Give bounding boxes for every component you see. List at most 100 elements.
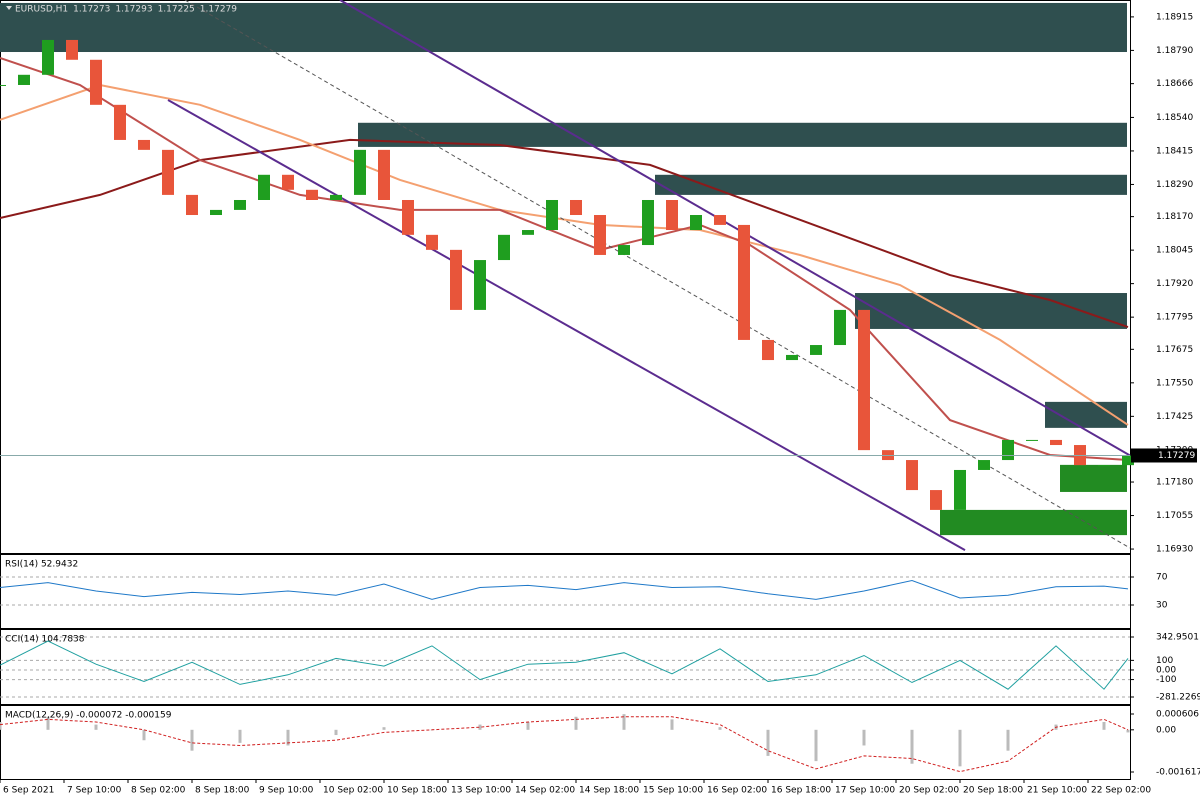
candle bbox=[474, 260, 486, 310]
macd-bar bbox=[286, 729, 290, 746]
panel-frame bbox=[0, 554, 1131, 629]
candle bbox=[186, 194, 198, 216]
candle bbox=[330, 194, 342, 200]
x-tick-label: 20 Sep 02:00 bbox=[899, 786, 959, 796]
candle bbox=[1098, 465, 1110, 467]
y-tick-label: 1.18915 bbox=[1156, 12, 1193, 22]
indicator-title: RSI(14) 52.9432 bbox=[5, 560, 78, 570]
y-tick-label: 1.16930 bbox=[1156, 545, 1193, 555]
macd-bar bbox=[526, 721, 530, 730]
y-tick-label: 1.17180 bbox=[1156, 478, 1193, 488]
y-tick-label: 70 bbox=[1156, 573, 1168, 583]
candle bbox=[426, 234, 438, 250]
macd-bar bbox=[910, 729, 914, 764]
y-tick-label: 1.18540 bbox=[1156, 113, 1193, 123]
current-price-box bbox=[1131, 448, 1197, 463]
zone bbox=[1060, 464, 1127, 492]
macd-bar bbox=[1102, 721, 1106, 730]
header-low: 1.17225 bbox=[158, 5, 195, 15]
candle bbox=[378, 149, 390, 200]
trend-line bbox=[167, 99, 966, 551]
x-tick-label: 10 Sep 18:00 bbox=[387, 786, 447, 796]
macd-signal bbox=[0, 716, 1129, 773]
candle bbox=[498, 234, 510, 261]
macd-bar bbox=[190, 729, 194, 751]
x-tick-label: 7 Sep 10:00 bbox=[67, 786, 122, 796]
candle bbox=[1122, 455, 1134, 466]
candle bbox=[162, 149, 174, 195]
zone bbox=[940, 509, 1127, 536]
header-high: 1.17293 bbox=[115, 5, 152, 15]
candle bbox=[786, 354, 798, 361]
candle bbox=[930, 490, 942, 510]
macd-bar bbox=[1126, 729, 1130, 733]
x-tick-label: 13 Sep 10:00 bbox=[451, 786, 511, 796]
macd-bar bbox=[142, 729, 146, 741]
current-price-label: 1.17279 bbox=[1158, 451, 1195, 461]
candle bbox=[402, 199, 414, 235]
candle bbox=[594, 215, 606, 255]
x-tick-label: 6 Sep 2021 bbox=[3, 786, 54, 796]
candle bbox=[714, 215, 726, 225]
x-tick-label: 10 Sep 02:00 bbox=[323, 786, 383, 796]
candle bbox=[954, 469, 966, 510]
y-tick-label: -100 bbox=[1156, 675, 1177, 685]
y-tick-label: 100 bbox=[1156, 656, 1173, 666]
macd-bar bbox=[814, 729, 818, 762]
symbol-arrow bbox=[6, 6, 12, 10]
macd-bar bbox=[334, 729, 338, 736]
macd-bar bbox=[622, 714, 626, 730]
candle bbox=[1050, 439, 1062, 446]
macd-bar bbox=[46, 716, 50, 730]
candle bbox=[0, 84, 6, 86]
zone bbox=[855, 293, 1127, 329]
x-tick-label: 22 Sep 02:00 bbox=[1091, 786, 1151, 796]
candle bbox=[690, 215, 702, 231]
y-tick-label: 0.000606 bbox=[1156, 710, 1199, 720]
panel-frame bbox=[0, 705, 1131, 780]
x-tick-label: 14 Sep 18:00 bbox=[579, 786, 639, 796]
candle bbox=[978, 460, 990, 470]
indicator-line bbox=[0, 640, 1129, 690]
y-tick-label: 1.17795 bbox=[1156, 313, 1193, 323]
x-tick-label: 17 Sep 10:00 bbox=[835, 786, 895, 796]
x-tick-label: 8 Sep 18:00 bbox=[195, 786, 250, 796]
x-tick-label: 15 Sep 10:00 bbox=[643, 786, 703, 796]
header-open: 1.17273 bbox=[73, 5, 110, 15]
y-tick-label: -281.2269 bbox=[1156, 693, 1200, 703]
candle bbox=[450, 249, 462, 310]
candle bbox=[810, 345, 822, 355]
candle bbox=[114, 104, 126, 140]
zone bbox=[655, 174, 1127, 195]
candle bbox=[210, 209, 222, 216]
macd-bar bbox=[670, 719, 674, 730]
macd-bar bbox=[238, 729, 242, 743]
candle bbox=[90, 59, 102, 105]
y-tick-label: 1.17675 bbox=[1156, 345, 1193, 355]
macd-bar bbox=[958, 729, 962, 767]
macd-bar bbox=[574, 716, 578, 730]
y-tick-label: 342.9501 bbox=[1156, 633, 1199, 643]
macd-bar bbox=[718, 727, 722, 730]
macd-bar bbox=[766, 729, 770, 756]
indicator-title: MACD(12,26,9) -0.000072 -0.000159 bbox=[5, 711, 172, 721]
y-tick-label: 0.00 bbox=[1156, 725, 1176, 735]
y-tick-label: 1.18045 bbox=[1156, 246, 1193, 256]
macd-bar bbox=[478, 724, 482, 730]
candle bbox=[666, 199, 678, 231]
macd-bar bbox=[382, 727, 386, 730]
x-tick-label: 16 Sep 18:00 bbox=[771, 786, 831, 796]
zone bbox=[0, 2, 1127, 53]
y-tick-label: 30 bbox=[1156, 601, 1168, 611]
x-tick-label: 9 Sep 10:00 bbox=[259, 786, 314, 796]
y-tick-label: 1.18290 bbox=[1156, 180, 1193, 190]
macd-bar bbox=[94, 724, 98, 730]
macd-bar bbox=[1006, 729, 1010, 751]
panel-frame bbox=[0, 0, 1131, 554]
indicator-line bbox=[0, 579, 1129, 600]
y-tick-label: 1.18790 bbox=[1156, 46, 1193, 56]
x-tick-label: 8 Sep 02:00 bbox=[131, 786, 186, 796]
y-tick-label: 1.17550 bbox=[1156, 378, 1193, 388]
macd-bar bbox=[862, 729, 866, 746]
header-close: 1.17279 bbox=[200, 5, 237, 15]
